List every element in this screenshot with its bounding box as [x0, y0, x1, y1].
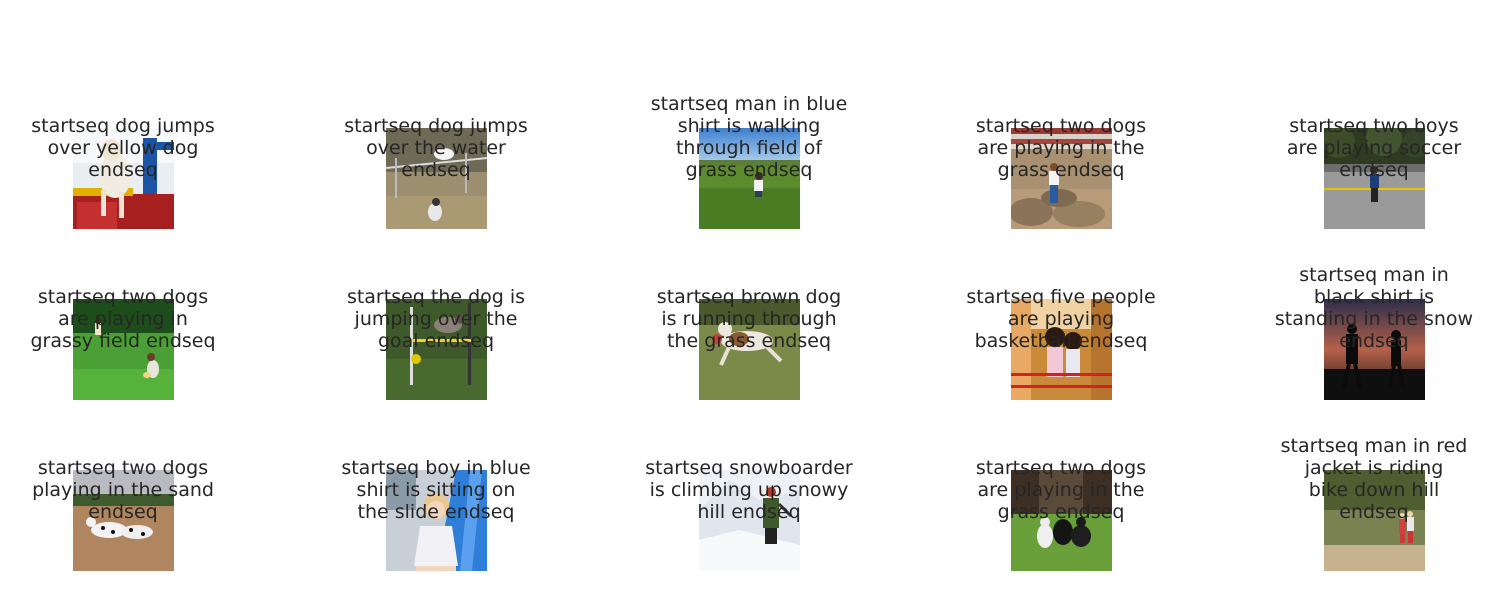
child-in-grass-field-photo [699, 128, 800, 229]
grid-cell: startseq two dogs playing in the sand en… [0, 400, 253, 571]
grid-cell: startseq two dogs are playing in grassy … [0, 229, 253, 400]
girl-on-blue-slide-photo [386, 470, 487, 571]
caption: startseq boy in blue shirt is sitting on… [341, 457, 531, 523]
caption: startseq the dog is jumping over the goa… [346, 286, 526, 352]
caption: startseq two dogs are playing in the gra… [975, 457, 1147, 523]
caption: startseq two boys are playing soccer end… [1286, 115, 1462, 181]
caption: startseq two dogs are playing in the gra… [975, 115, 1147, 181]
caption: startseq man in black shirt is standing … [1274, 264, 1474, 352]
grid-cell: startseq man in black shirt is standing … [1244, 229, 1493, 400]
boy-on-road-photo [1324, 128, 1425, 229]
caption: startseq dog jumps over the water endseq [344, 115, 528, 181]
grid-cell: startseq dog jumps over the water endseq [306, 58, 566, 229]
girls-at-market-photo [1011, 299, 1112, 400]
snowboarder-on-snow-photo [699, 470, 800, 571]
dog-agility-jump-photo [386, 299, 487, 400]
caption: startseq dog jumps over yellow dog endse… [31, 115, 215, 181]
children-by-water-photo [1324, 470, 1425, 571]
greyhound-running-photo [699, 299, 800, 400]
grid-cell: startseq two boys are playing soccer end… [1244, 58, 1493, 229]
dog-on-playground-photo [73, 128, 174, 229]
caption: startseq five people are playing basketb… [966, 286, 1156, 352]
grid-cell: startseq dog jumps over yellow dog endse… [0, 58, 253, 229]
caption: startseq snowboarder is climbing up snow… [645, 457, 853, 523]
caption: startseq brown dog is running through th… [656, 286, 842, 352]
grid-cell: startseq snowboarder is climbing up snow… [619, 400, 879, 571]
grid-cell: startseq boy in blue shirt is sitting on… [306, 400, 566, 571]
grid-cell: startseq five people are playing basketb… [931, 229, 1191, 400]
grid-cell: startseq the dog is jumping over the goa… [306, 229, 566, 400]
caption: startseq man in red jacket is riding bik… [1280, 435, 1468, 523]
caption: startseq two dogs playing in the sand en… [32, 457, 214, 523]
grid-cell: startseq two dogs are playing in the gra… [931, 58, 1191, 229]
child-on-rocks-photo [1011, 128, 1112, 229]
caption: startseq man in blue shirt is walking th… [650, 93, 848, 181]
silhouettes-at-sunset-photo [1324, 299, 1425, 400]
dalmatians-on-dirt-photo [73, 470, 174, 571]
grid-cell: startseq two dogs are playing in the gra… [931, 400, 1191, 571]
dog-and-child-on-lawn-photo [73, 299, 174, 400]
dog-jumping-field-photo [386, 128, 487, 229]
grid-cell: startseq man in red jacket is riding bik… [1244, 400, 1493, 571]
dogs-on-grass-photo [1011, 470, 1112, 571]
grid-cell: startseq man in blue shirt is walking th… [619, 58, 879, 229]
grid-cell: startseq brown dog is running through th… [619, 229, 879, 400]
caption: startseq two dogs are playing in grassy … [30, 286, 216, 352]
